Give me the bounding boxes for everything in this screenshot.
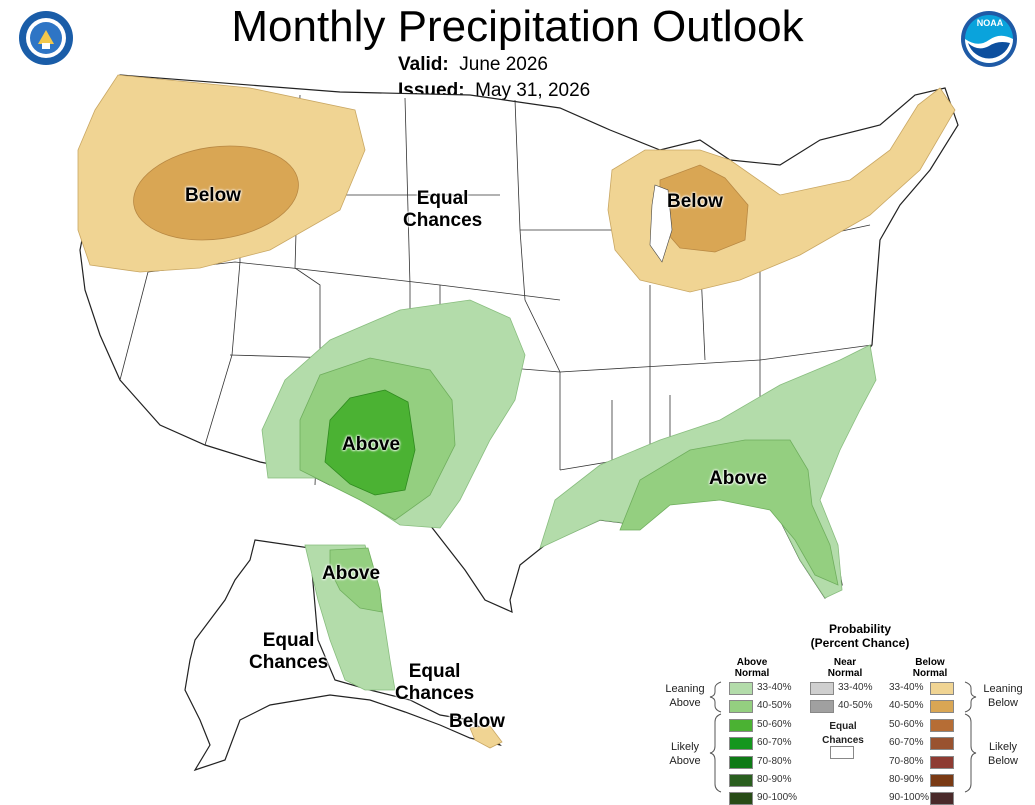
- southeast-above-40-50: [619, 439, 839, 586]
- alaska-west-line2: Chances: [249, 652, 329, 673]
- above-swatch-1: [729, 700, 753, 714]
- alaska-below-33-40: [469, 725, 503, 749]
- southwest-above-label: Above: [342, 434, 401, 455]
- valid-line: Valid: June 2026: [398, 54, 548, 76]
- below-swatch-label-3: 60-70%: [889, 737, 924, 749]
- alaska-outline: [184, 539, 502, 772]
- above-swatch-label-6: 90-100%: [757, 792, 798, 804]
- above-head-line1: Above: [736, 657, 768, 668]
- alaska-south-equal-chances-label: Equal Chances: [395, 661, 474, 705]
- plains-equal-line1: Equal: [416, 188, 469, 209]
- below-swatch-0: [930, 682, 954, 695]
- leaning-below-line1: Leaning: [983, 683, 1023, 695]
- alaska-equal-chances-label: Equal Chances: [249, 630, 328, 674]
- department-of-commerce-seal-icon: [19, 11, 73, 65]
- near-head-line1: Near: [833, 657, 857, 668]
- above-swatch-label-1: 40-50%: [757, 700, 792, 712]
- above-swatch-6: [729, 792, 753, 805]
- above-swatch-2: [729, 718, 753, 732]
- below-swatch-label-6: 90-100%: [889, 792, 930, 804]
- below-swatch-6: [930, 792, 954, 805]
- below-swatch-2: [930, 718, 954, 732]
- leaning-below-label: Leaning Below: [973, 682, 1033, 710]
- alaska-panhandle-below-label: Below: [449, 711, 505, 732]
- above-swatch-label-3: 60-70%: [757, 737, 792, 749]
- plains-equal-chances-label: Equal Chances: [403, 188, 482, 232]
- legend-brackets: [709, 681, 977, 793]
- above-normal-header: Above Normal: [717, 657, 787, 679]
- near-swatch-1: [810, 700, 834, 714]
- northwest-below-40-50: [133, 145, 299, 241]
- alaska-south-line1: Equal: [408, 661, 461, 682]
- below-head-line1: Below: [915, 657, 945, 668]
- leaning-above-line2: Above: [669, 697, 701, 709]
- alaska-above-label: Above: [322, 563, 381, 584]
- equal-chances-swatch: [830, 746, 854, 759]
- below-swatch-1: [930, 700, 954, 714]
- leaning-above-line1: Leaning: [665, 683, 705, 695]
- alaska-above-40-50: [329, 547, 383, 613]
- near-normal-header: Near Normal: [810, 657, 880, 679]
- above-head-line2: Normal: [734, 668, 770, 679]
- plains-equal-line2: Chances: [403, 210, 483, 231]
- southeast-above-label: Above: [709, 468, 768, 489]
- below-swatch-label-5: 80-90%: [889, 774, 924, 785]
- alaska-south-line2: Chances: [395, 683, 475, 704]
- below-normal-header: Below Normal: [895, 657, 965, 679]
- valid-label: Valid:: [398, 54, 449, 75]
- equal-chances-line2: Chances: [822, 735, 864, 746]
- great-lakes-below-label: Below: [667, 191, 723, 212]
- near-swatch-label-1: 40-50%: [838, 700, 873, 712]
- alaska-west-line1: Equal: [262, 630, 315, 651]
- likely-above-label: Likely Above: [655, 740, 715, 768]
- lake-michigan: [649, 184, 673, 263]
- likely-below-line2: Below: [988, 755, 1018, 767]
- valid-value: June 2026: [459, 54, 548, 75]
- issued-value: May 31, 2026: [475, 80, 591, 101]
- below-swatch-label-2: 50-60%: [889, 718, 924, 730]
- above-swatch-label-2: 50-60%: [757, 718, 792, 730]
- near-swatch-0: [810, 682, 834, 695]
- below-swatch-label-0: 33-40%: [889, 682, 924, 693]
- above-swatch-3: [729, 737, 753, 751]
- map-title: Monthly Precipitation Outlook: [231, 2, 804, 51]
- near-swatch-label-0: 33-40%: [838, 682, 873, 693]
- equal-chances-label: Equal Chances: [813, 720, 873, 748]
- likely-below-line1: Likely: [988, 741, 1018, 753]
- leaning-above-label: Leaning Above: [655, 682, 715, 710]
- below-swatch-5: [930, 774, 954, 787]
- noaa-logo-icon: [961, 11, 1017, 67]
- legend: Probability (Percent Chance) Above Norma…: [655, 622, 1035, 805]
- leaning-below-line2: Below: [988, 697, 1018, 709]
- northwest-below-label: Below: [185, 185, 241, 206]
- below-swatch-label-4: 70-80%: [889, 755, 924, 767]
- likely-below-label: Likely Below: [973, 740, 1033, 768]
- southwest-above-50-60: [324, 389, 416, 496]
- above-swatch-4: [729, 755, 753, 769]
- likely-above-line2: Above: [669, 755, 701, 767]
- equal-chances-line1: Equal: [829, 721, 857, 732]
- below-head-line2: Normal: [912, 668, 948, 679]
- noaa-wordmark: NOAA: [976, 18, 1004, 28]
- below-swatch-4: [930, 755, 954, 769]
- near-head-line2: Normal: [827, 668, 863, 679]
- above-swatch-label-5: 80-90%: [757, 774, 792, 785]
- legend-title: Probability (Percent Chance): [775, 622, 945, 650]
- below-swatch-3: [930, 737, 954, 751]
- above-swatch-0: [729, 682, 753, 695]
- above-swatch-label-0: 33-40%: [757, 682, 792, 693]
- legend-title-line2: (Percent Chance): [810, 636, 910, 650]
- legend-title-line1: Probability: [828, 622, 891, 636]
- likely-above-line1: Likely: [670, 741, 700, 753]
- above-swatch-label-4: 70-80%: [757, 755, 792, 767]
- below-swatch-label-1: 40-50%: [889, 700, 924, 712]
- above-swatch-5: [729, 774, 753, 787]
